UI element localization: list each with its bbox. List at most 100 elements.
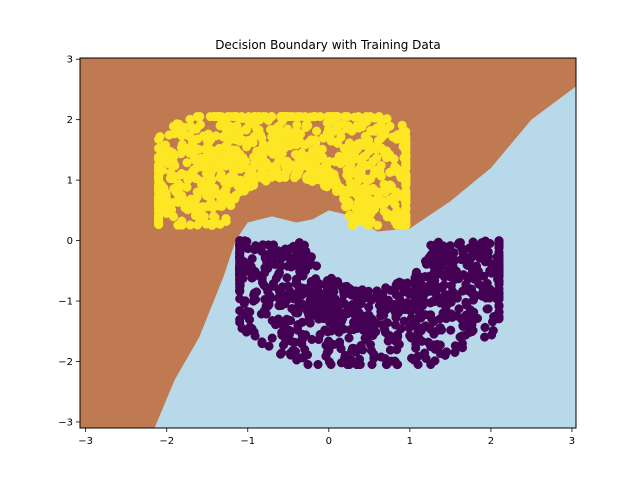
training-point-class-1 [369, 184, 379, 194]
training-point-class-1 [155, 132, 165, 142]
training-point-class-1 [203, 188, 213, 198]
training-point-class-1 [182, 158, 192, 168]
training-point-class-0 [446, 325, 456, 335]
training-point-class-1 [271, 164, 281, 174]
training-point-class-0 [305, 318, 315, 328]
training-point-class-1 [154, 199, 164, 209]
training-point-class-1 [282, 133, 292, 143]
training-point-class-1 [381, 153, 392, 163]
training-point-class-1 [383, 212, 393, 222]
training-point-class-1 [199, 202, 209, 212]
training-point-class-1 [162, 148, 173, 158]
training-point-class-0 [317, 305, 327, 315]
training-point-class-1 [356, 167, 366, 177]
training-point-class-1 [374, 112, 384, 122]
training-point-class-0 [494, 241, 504, 251]
training-point-class-0 [491, 259, 501, 269]
training-point-class-1 [244, 135, 254, 145]
training-point-class-1 [173, 123, 183, 133]
training-point-class-1 [387, 167, 397, 177]
training-point-class-1 [290, 171, 300, 181]
chart-title: Decision Boundary with Training Data [215, 38, 441, 52]
training-point-class-0 [466, 323, 476, 333]
training-point-class-0 [256, 309, 266, 319]
training-point-class-0 [291, 276, 302, 287]
x-tick-label: −3 [78, 436, 93, 447]
training-point-class-0 [235, 254, 245, 264]
training-point-class-1 [177, 131, 187, 141]
training-point-class-1 [312, 126, 322, 136]
training-point-class-0 [269, 247, 279, 257]
training-point-class-1 [325, 133, 335, 143]
training-point-class-0 [429, 329, 439, 339]
training-point-class-1 [372, 153, 382, 163]
training-point-class-1 [327, 112, 337, 122]
x-tick-label: 3 [569, 436, 575, 447]
training-point-class-1 [253, 112, 263, 122]
training-point-class-1 [226, 201, 236, 211]
training-point-class-1 [372, 123, 382, 133]
training-point-class-1 [330, 157, 340, 167]
training-point-class-1 [310, 154, 320, 164]
training-point-class-1 [226, 123, 237, 133]
training-point-class-1 [200, 144, 210, 154]
x-axis: −3 −2 −1 0 1 2 3 [78, 428, 575, 447]
training-point-class-0 [326, 287, 336, 297]
training-point-class-1 [224, 158, 234, 168]
training-point-class-1 [187, 138, 197, 148]
training-point-class-0 [276, 300, 286, 311]
y-axis: 3 2 1 0 −1 −2 −3 [58, 55, 80, 428]
training-point-class-0 [264, 341, 274, 351]
training-point-class-1 [302, 119, 312, 129]
training-point-class-1 [280, 170, 290, 180]
training-point-class-0 [340, 282, 350, 292]
training-point-class-0 [440, 293, 450, 303]
training-point-class-1 [369, 204, 380, 214]
training-point-class-0 [352, 359, 362, 370]
training-point-class-0 [301, 330, 311, 340]
training-point-class-1 [276, 146, 286, 156]
training-point-class-0 [393, 331, 403, 341]
training-point-class-0 [379, 308, 389, 318]
training-point-class-1 [246, 167, 256, 177]
training-point-class-1 [200, 159, 211, 169]
training-point-class-1 [283, 124, 293, 134]
training-point-class-0 [267, 333, 277, 343]
training-point-class-1 [258, 174, 268, 184]
training-point-class-1 [357, 115, 368, 125]
training-point-class-1 [401, 186, 411, 196]
training-point-class-0 [235, 236, 245, 246]
training-point-class-0 [307, 334, 317, 344]
training-point-class-1 [386, 181, 397, 191]
training-point-class-1 [192, 112, 202, 122]
training-point-class-1 [343, 201, 353, 211]
training-point-class-0 [445, 241, 455, 251]
training-point-class-1 [186, 194, 196, 204]
training-point-class-1 [401, 159, 411, 169]
training-point-class-1 [366, 141, 376, 151]
training-point-class-0 [458, 249, 468, 259]
training-point-class-0 [235, 286, 245, 296]
training-point-class-0 [273, 314, 283, 324]
training-point-class-1 [166, 171, 177, 181]
plot-frame [79, 57, 577, 429]
training-point-class-1 [154, 154, 164, 164]
training-point-class-0 [480, 322, 490, 332]
training-point-class-0 [334, 327, 344, 337]
training-point-class-0 [331, 306, 341, 317]
training-point-class-0 [414, 277, 424, 287]
training-point-class-1 [245, 182, 255, 192]
training-point-class-0 [257, 277, 268, 288]
training-point-class-0 [312, 299, 322, 309]
training-point-class-1 [235, 177, 245, 187]
training-point-class-0 [353, 319, 363, 329]
training-point-class-0 [364, 310, 374, 320]
training-point-class-0 [448, 289, 459, 300]
training-point-class-1 [300, 112, 310, 122]
training-point-class-1 [376, 160, 386, 170]
training-point-class-0 [448, 254, 458, 264]
training-point-class-1 [218, 132, 228, 142]
training-point-class-1 [192, 187, 202, 197]
y-tick-label: 1 [67, 176, 73, 187]
training-point-class-1 [349, 112, 360, 122]
